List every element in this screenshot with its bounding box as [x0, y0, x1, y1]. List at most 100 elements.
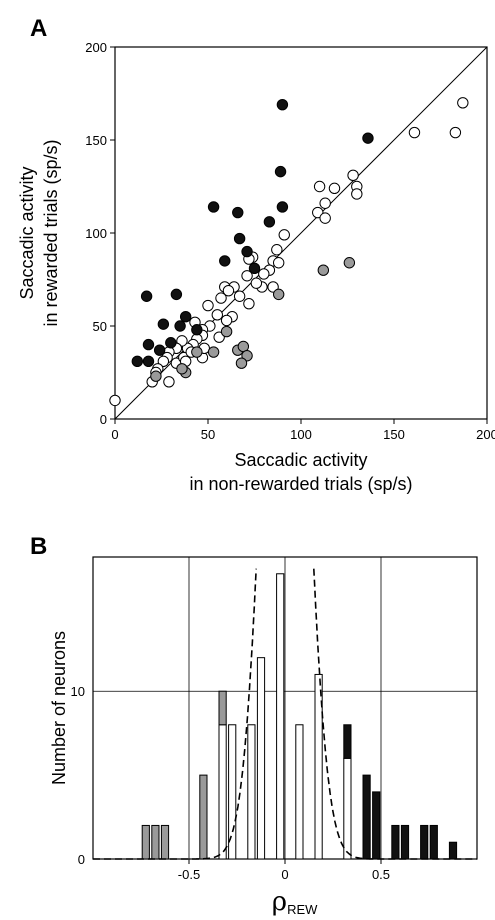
scatter-point-black	[207, 201, 220, 213]
panel-b-label: B	[30, 533, 47, 560]
histogram-bar-white	[314, 673, 323, 860]
y-tick-label: 10	[71, 684, 85, 699]
scatter-point-black	[233, 232, 246, 245]
scatter-point-black	[153, 344, 166, 356]
histogram: -0.5 0 0.5 0 10 Number of neurons ρREW	[49, 556, 478, 917]
scatter-point-gray	[343, 257, 356, 269]
histogram-bar-white	[276, 573, 285, 860]
scatter-point-white	[351, 188, 363, 200]
scatter-point-white	[233, 290, 246, 302]
scatter-point-gray	[176, 363, 188, 375]
y-tick-label: 150	[85, 133, 107, 148]
histogram-bar-gray	[151, 824, 160, 860]
y-axis-label-line1: Saccadic activity	[17, 166, 37, 299]
scatter-point-white	[457, 97, 469, 109]
scatter-point-white	[319, 197, 331, 209]
scatter-point-white	[241, 270, 253, 282]
scatter-point-black	[157, 318, 170, 330]
x-axis-label-b: ρREW	[272, 887, 318, 917]
scatter-point-white	[220, 314, 233, 327]
scatter-point-white	[258, 268, 270, 280]
scatter-point-white	[408, 126, 421, 139]
scatter-point-black	[276, 98, 289, 111]
scatter-point-black	[191, 324, 203, 336]
rew-subscript: REW	[287, 902, 318, 917]
scatter-point-black	[165, 337, 177, 349]
scatter-point-white	[215, 292, 227, 304]
histogram-bar-white	[256, 657, 266, 860]
x-tick-label: 200	[476, 427, 495, 442]
null-distribution-curve	[93, 568, 477, 860]
scatter-point-black	[362, 132, 374, 144]
x-axis-label-line1: Saccadic activity	[234, 450, 367, 470]
scatter-point-gray	[272, 288, 285, 301]
x-tick-label: 50	[201, 427, 215, 442]
histogram-bar-gray	[160, 824, 170, 860]
scatter-point-white	[250, 277, 263, 289]
y-tick-label: 0	[78, 852, 85, 867]
histogram-bar-white	[247, 724, 256, 860]
identity-line	[114, 46, 488, 420]
histogram-bar-black	[372, 791, 381, 860]
histogram-bar-white	[295, 724, 304, 860]
histogram-bar-gray	[141, 824, 150, 860]
x-tick-label: 0	[111, 427, 118, 442]
scatter-point-black	[274, 165, 287, 178]
scatter-point-gray	[191, 346, 203, 358]
scatter-point-gray	[220, 325, 233, 338]
scatter-plot: 0 50 100 150 200 0 50 100 150 200 Saccadic activi…	[17, 40, 495, 494]
x-tick-label: 100	[290, 427, 312, 442]
rho-symbol: ρ	[272, 887, 287, 917]
scatter-point-white	[109, 394, 121, 407]
histogram-bar-black	[429, 824, 438, 860]
scatter-point-black	[142, 355, 155, 368]
histogram-bar-gray	[218, 690, 227, 726]
scatter-point-white	[278, 229, 290, 241]
scatter-point-black	[276, 201, 289, 213]
scatter-point-gray	[317, 264, 330, 276]
histogram-bar-black	[400, 824, 410, 860]
histogram-bar-white	[218, 724, 227, 860]
scatter-point-gray	[207, 346, 220, 358]
scatter-point-black	[263, 216, 276, 228]
y-axis-label-b: Number of neurons	[49, 631, 69, 785]
scatter-point-gray	[235, 357, 248, 369]
histogram-bar-black	[362, 774, 371, 860]
histogram-bar-white	[343, 757, 352, 860]
scatter-point-black	[170, 288, 183, 301]
scatter-point-black	[248, 262, 261, 275]
scatter-point-black	[140, 290, 153, 302]
scatter-point-black	[142, 338, 155, 351]
scatter-point-black	[241, 245, 253, 258]
y-axis-label-line2: in rewarded trials (sp/s)	[41, 139, 61, 326]
x-tick-label: -0.5	[178, 867, 200, 882]
scatter-point-white	[243, 297, 255, 310]
x-axis-label-line2: in non-rewarded trials (sp/s)	[189, 474, 412, 494]
y-tick-label: 50	[93, 319, 107, 334]
histogram-bar-black	[420, 824, 429, 860]
y-tick-label: 100	[85, 226, 107, 241]
scatter-point-black	[131, 355, 144, 368]
scatter-point-white	[449, 126, 462, 139]
y-tick-label: 0	[100, 412, 107, 427]
scatter-point-white	[163, 376, 175, 388]
panel-a-label: A	[30, 15, 47, 42]
y-tick-label: 200	[85, 40, 107, 55]
scatter-point-black	[219, 255, 231, 267]
scatter-point-black	[232, 206, 244, 219]
scatter-point-white	[211, 309, 224, 321]
histogram-bar-white	[228, 724, 237, 860]
histogram-bar-black	[448, 841, 458, 860]
scatter-point-white	[272, 257, 285, 269]
scatter-point-white	[347, 169, 359, 182]
scatter-point-white	[222, 284, 235, 297]
x-tick-label: 150	[383, 427, 405, 442]
histogram-bar-black	[343, 724, 352, 759]
scatter-point-white	[319, 212, 331, 224]
scatter-point-white	[271, 244, 283, 256]
scatter-point-black	[179, 311, 192, 323]
scatter-point-gray	[150, 370, 162, 382]
scatter-point-black	[174, 320, 186, 332]
scatter-point-white	[202, 299, 214, 312]
